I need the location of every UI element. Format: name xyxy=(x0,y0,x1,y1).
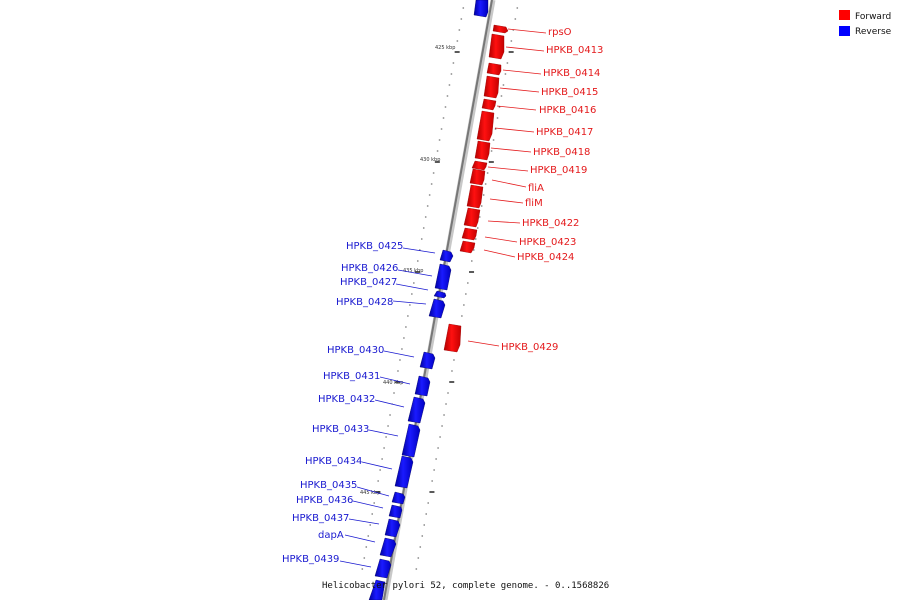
gene-HPKB_0417[interactable]: HPKB_0417 xyxy=(476,110,593,142)
gene-label: HPKB_0426 xyxy=(341,263,398,274)
scale-label-430: 430 kbp xyxy=(420,157,440,163)
legend-swatch-reverse xyxy=(839,26,850,36)
gene-HPKB_0426[interactable]: HPKB_0426 xyxy=(341,263,452,291)
gene-label: HPKB_0427 xyxy=(340,277,397,288)
gene-label: HPKB_0415 xyxy=(541,87,598,98)
gene-label: HPKB_0424 xyxy=(517,252,574,263)
gene-HPKB_0431[interactable]: HPKB_0431 xyxy=(323,371,431,397)
gene-label: HPKB_0422 xyxy=(522,218,579,229)
genome-caption: Helicobacter pylori 52, complete genome.… xyxy=(322,581,609,591)
gene-label: HPKB_0417 xyxy=(536,127,593,138)
legend: Forward Reverse xyxy=(839,10,892,37)
gene-HPKB_0425[interactable]: HPKB_0425 xyxy=(346,241,454,263)
gene-label: HPKB_0414 xyxy=(543,68,600,79)
gene-label: fliM xyxy=(525,198,543,209)
legend-label-reverse: Reverse xyxy=(855,27,892,37)
gene-label: HPKB_0418 xyxy=(533,147,590,158)
gene-top-reverse xyxy=(473,0,489,18)
gene-HPKB_0432[interactable]: HPKB_0432 xyxy=(318,394,426,424)
gene-label: HPKB_0416 xyxy=(539,105,596,116)
gene-label: HPKB_0430 xyxy=(327,345,384,356)
gene-HPKB_0430[interactable]: HPKB_0430 xyxy=(327,345,436,370)
gene-HPKB_0435[interactable]: HPKB_0435 xyxy=(300,480,406,505)
legend-label-forward: Forward xyxy=(855,12,891,22)
forward-genes: rpsO HPKB_0413 HPKB_0414 HPKB_0415 HPKB_… xyxy=(443,24,603,353)
gene-label: HPKB_0439 xyxy=(282,554,339,565)
gene-label: HPKB_0428 xyxy=(336,297,393,308)
scale-labels: 425 kbp 430 kbp 435 kbp 440 kbp 445 kbp xyxy=(360,45,455,496)
legend-swatch-forward xyxy=(839,10,850,20)
gene-label: HPKB_0419 xyxy=(530,165,587,176)
gene-HPKB_0419[interactable]: HPKB_0419 xyxy=(471,160,587,176)
scale-label-445: 445 kbp xyxy=(360,490,380,496)
gene-label: HPKB_0423 xyxy=(519,237,576,248)
gene-HPKB_0439[interactable]: HPKB_0439 xyxy=(282,554,392,579)
gene-fliA[interactable]: fliA xyxy=(469,168,544,194)
gene-label: dapA xyxy=(318,530,344,541)
gene-label: HPKB_0437 xyxy=(292,513,349,524)
gene-HPKB_0414[interactable]: HPKB_0414 xyxy=(486,62,600,79)
scale-label-435: 435 kbp xyxy=(403,268,423,274)
gene-HPKB_0434[interactable]: HPKB_0434 xyxy=(305,455,414,489)
gene-HPKB_0424[interactable]: HPKB_0424 xyxy=(459,240,574,263)
gene-label: HPKB_0433 xyxy=(312,424,369,435)
gene-label: HPKB_0436 xyxy=(296,495,353,506)
gene-HPKB_0415[interactable]: HPKB_0415 xyxy=(483,75,598,99)
gene-HPKB_0416[interactable]: HPKB_0416 xyxy=(481,98,596,116)
gene-HPKB_0433[interactable]: HPKB_0433 xyxy=(312,423,421,458)
gene-label: HPKB_0435 xyxy=(300,480,357,491)
gene-HPKB_0422[interactable]: HPKB_0422 xyxy=(463,207,579,229)
gene-label: HPKB_0434 xyxy=(305,456,362,467)
gene-label: rpsO xyxy=(548,27,572,38)
gene-bottom-reverse xyxy=(368,579,386,600)
scale-label-440: 440 kbp xyxy=(383,380,403,386)
gene-label: HPKB_0413 xyxy=(546,45,603,56)
gene-fliM[interactable]: fliM xyxy=(466,184,543,209)
gene-HPKB_0413[interactable]: HPKB_0413 xyxy=(488,33,603,60)
gene-label: HPKB_0432 xyxy=(318,394,375,405)
gene-rpsO[interactable]: rpsO xyxy=(492,24,572,38)
gene-label: HPKB_0429 xyxy=(501,342,558,353)
scale-label-425: 425 kbp xyxy=(435,45,455,51)
gene-HPKB_0427[interactable]: HPKB_0427 xyxy=(340,277,447,299)
gene-label: HPKB_0431 xyxy=(323,371,380,382)
gene-label: HPKB_0425 xyxy=(346,241,403,252)
reverse-genes: HPKB_0425 HPKB_0426 HPKB_0427 HPKB_0428 … xyxy=(282,0,489,600)
gene-HPKB_0436[interactable]: HPKB_0436 xyxy=(296,495,403,519)
gene-HPKB_0423[interactable]: HPKB_0423 xyxy=(461,227,576,248)
gene-HPKB_0418[interactable]: HPKB_0418 xyxy=(474,140,590,161)
gene-label: fliA xyxy=(528,183,544,194)
gene-dapA[interactable]: dapA xyxy=(318,530,397,558)
gene-HPKB_0437[interactable]: HPKB_0437 xyxy=(292,513,401,538)
gene-HPKB_0429[interactable]: HPKB_0429 xyxy=(443,323,558,353)
gene-HPKB_0428[interactable]: HPKB_0428 xyxy=(336,297,446,319)
